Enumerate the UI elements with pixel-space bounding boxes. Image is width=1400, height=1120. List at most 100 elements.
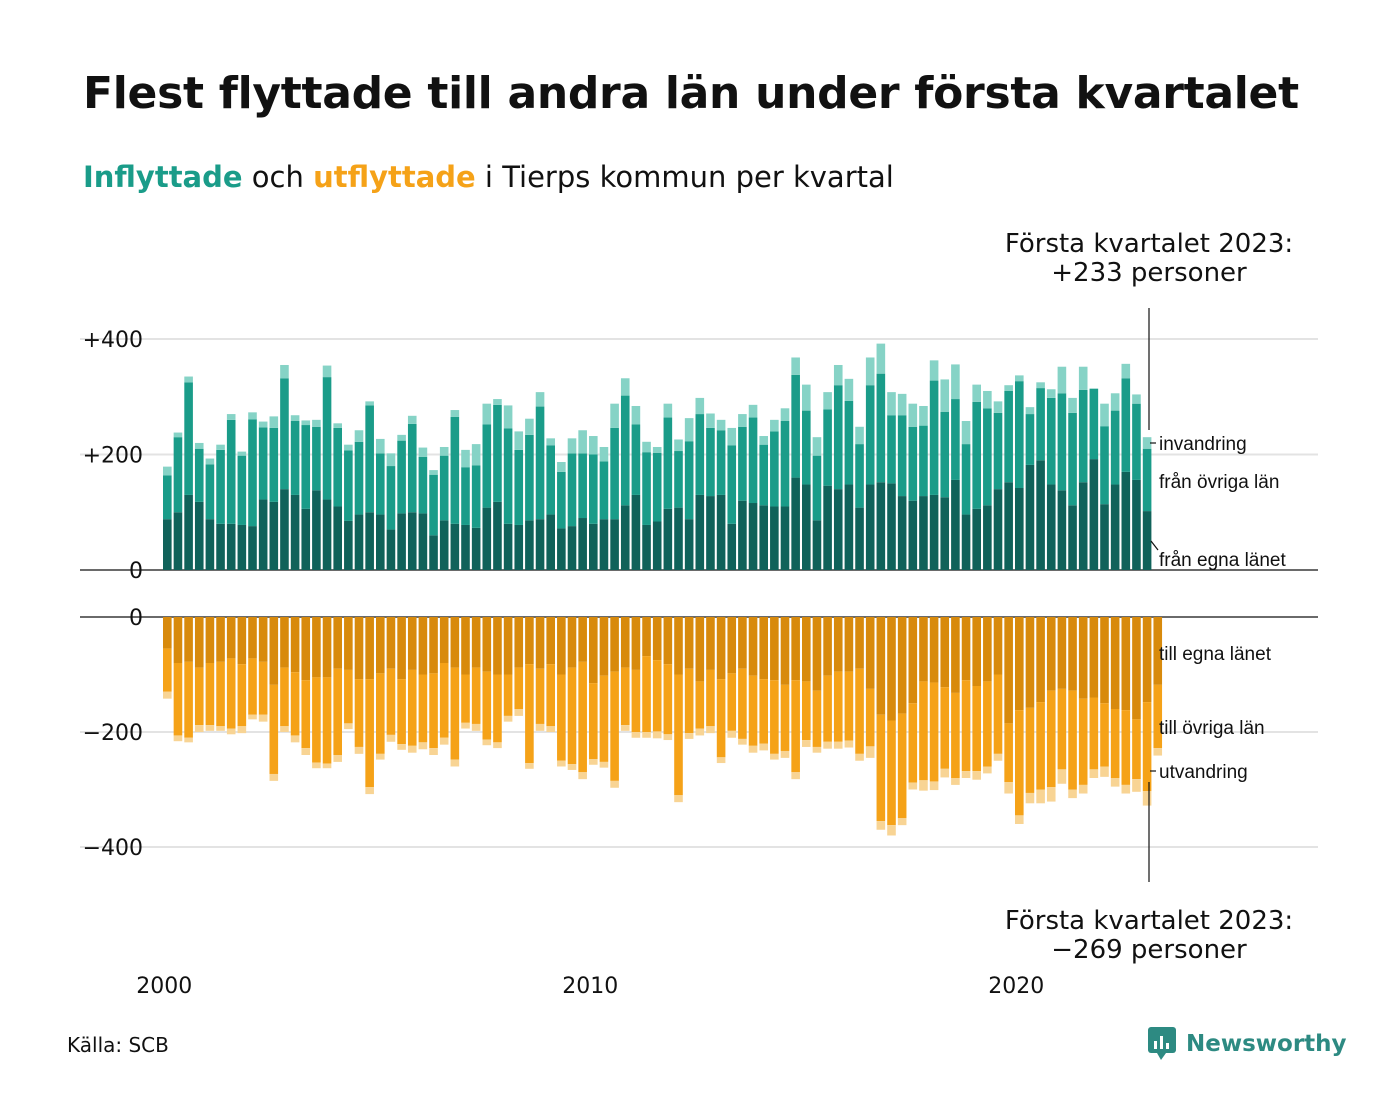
bar-segment-in (173, 432, 183, 438)
bar-segment-out (833, 671, 843, 742)
bar-segment-in (482, 507, 492, 570)
bar-segment-in (631, 424, 641, 495)
bar-segment-in (610, 427, 619, 520)
bar-segment-in (855, 444, 864, 508)
bar-segment-out (535, 617, 545, 669)
bar-segment-out (759, 679, 768, 744)
bar-segment-out (1153, 748, 1163, 756)
bar-segment-out (663, 734, 673, 741)
bar-segment-out (791, 772, 800, 780)
bar-segment-out (695, 617, 705, 682)
bar-segment-in (450, 523, 460, 570)
bar-segment-in (322, 377, 332, 500)
bar-segment-in (1004, 385, 1013, 391)
bar-segment-out (546, 726, 555, 732)
bar-segment-in (216, 523, 225, 570)
bar-segment-out (226, 728, 236, 735)
bar-segment-out (461, 674, 470, 723)
bar-segment-in (290, 415, 300, 422)
bar-segment-in (344, 444, 353, 451)
bar-segment-in (1132, 479, 1141, 570)
bar-segment-out (503, 715, 513, 722)
bar-segment-in (823, 409, 832, 486)
bar-segment-out (493, 674, 502, 743)
bar-segment-out (312, 762, 321, 769)
bar-segment-out (589, 617, 598, 684)
bar-segment-out (727, 730, 737, 738)
bar-segment-in (833, 489, 843, 570)
bar-segment-in (919, 496, 928, 570)
bar-segment-out (674, 617, 683, 675)
bar-segment-in (812, 437, 822, 456)
bar-segment-out (429, 673, 438, 749)
bar-segment-out (1004, 617, 1013, 724)
bar-segment-in (929, 380, 939, 495)
bar-segment-in (397, 434, 406, 441)
bar-segment-in (1142, 448, 1152, 512)
bar-segment-in (386, 529, 396, 570)
bar-segment-out (194, 617, 204, 668)
bar-segment-out (812, 617, 822, 691)
chart-title: Flest flyttade till andra län under förs… (83, 68, 1299, 119)
bar-segment-out (439, 617, 449, 663)
bar-segment-out (961, 680, 971, 772)
bar-segment-out (706, 726, 715, 734)
bar-segment-out (1132, 719, 1141, 780)
bar-segment-in (535, 519, 545, 570)
bar-segment-in (855, 426, 864, 445)
bar-segment-out (642, 656, 651, 732)
bar-segment-out (344, 723, 353, 730)
bar-segment-in (567, 453, 577, 527)
bar-segment-out (173, 663, 183, 736)
bar-segment-out (887, 617, 896, 721)
bar-segment-out (844, 671, 854, 741)
bar-segment-in (407, 423, 417, 513)
bar-segment-out (514, 667, 524, 709)
bar-segment-in (727, 523, 737, 570)
bar-segment-in (1068, 505, 1077, 570)
bar-segment-out (1142, 791, 1152, 806)
bar-segment-in (1036, 382, 1045, 389)
y-tick-label: −400 (83, 836, 143, 861)
bar-segment-in (780, 506, 790, 570)
bar-segment-in (1025, 407, 1035, 415)
bar-segment-in (450, 410, 460, 417)
bar-segment-out (1046, 787, 1056, 802)
bar-segment-out (184, 737, 193, 743)
bar-segment-in (1100, 504, 1109, 570)
bar-segment-out (1025, 792, 1035, 804)
bar-segment-out (716, 757, 726, 764)
bar-segment-out (407, 669, 417, 746)
bar-segment-in (1057, 366, 1067, 394)
bar-segment-in (237, 524, 247, 570)
bar-segment-in (642, 441, 651, 453)
bar-segment-out (706, 669, 715, 727)
bar-segment-out (450, 759, 460, 767)
bar-segment-out (802, 681, 811, 741)
bar-segment-in (1025, 414, 1035, 465)
bar-segment-in (1046, 389, 1056, 398)
bar-segment-in (929, 494, 939, 570)
bar-segment-out (1068, 789, 1077, 799)
bar-segment-in (194, 501, 204, 570)
bar-segment-out (887, 825, 896, 836)
bar-segment-in (237, 455, 247, 525)
bar-segment-out (674, 795, 683, 803)
y-axis-utflyttade: 0 −200 −400 (83, 606, 143, 861)
bar-segment-out (823, 675, 832, 742)
bar-segment-out (631, 669, 641, 732)
bar-segment-in (578, 518, 587, 570)
bar-segment-out (983, 681, 992, 767)
bar-segment-in (450, 416, 460, 524)
bar-segment-in (620, 395, 630, 506)
bar-segment-out (951, 617, 960, 693)
bar-segment-out (365, 679, 374, 788)
bar-segment-in (184, 494, 193, 570)
bar-segment-out (471, 667, 481, 724)
bar-segment-out (876, 821, 886, 830)
bar-segment-out (365, 617, 374, 680)
bar-segment-in (1057, 393, 1067, 491)
bar-segment-out (439, 663, 449, 738)
bar-segment-out (1036, 789, 1045, 804)
bar-segment-in (940, 411, 950, 498)
